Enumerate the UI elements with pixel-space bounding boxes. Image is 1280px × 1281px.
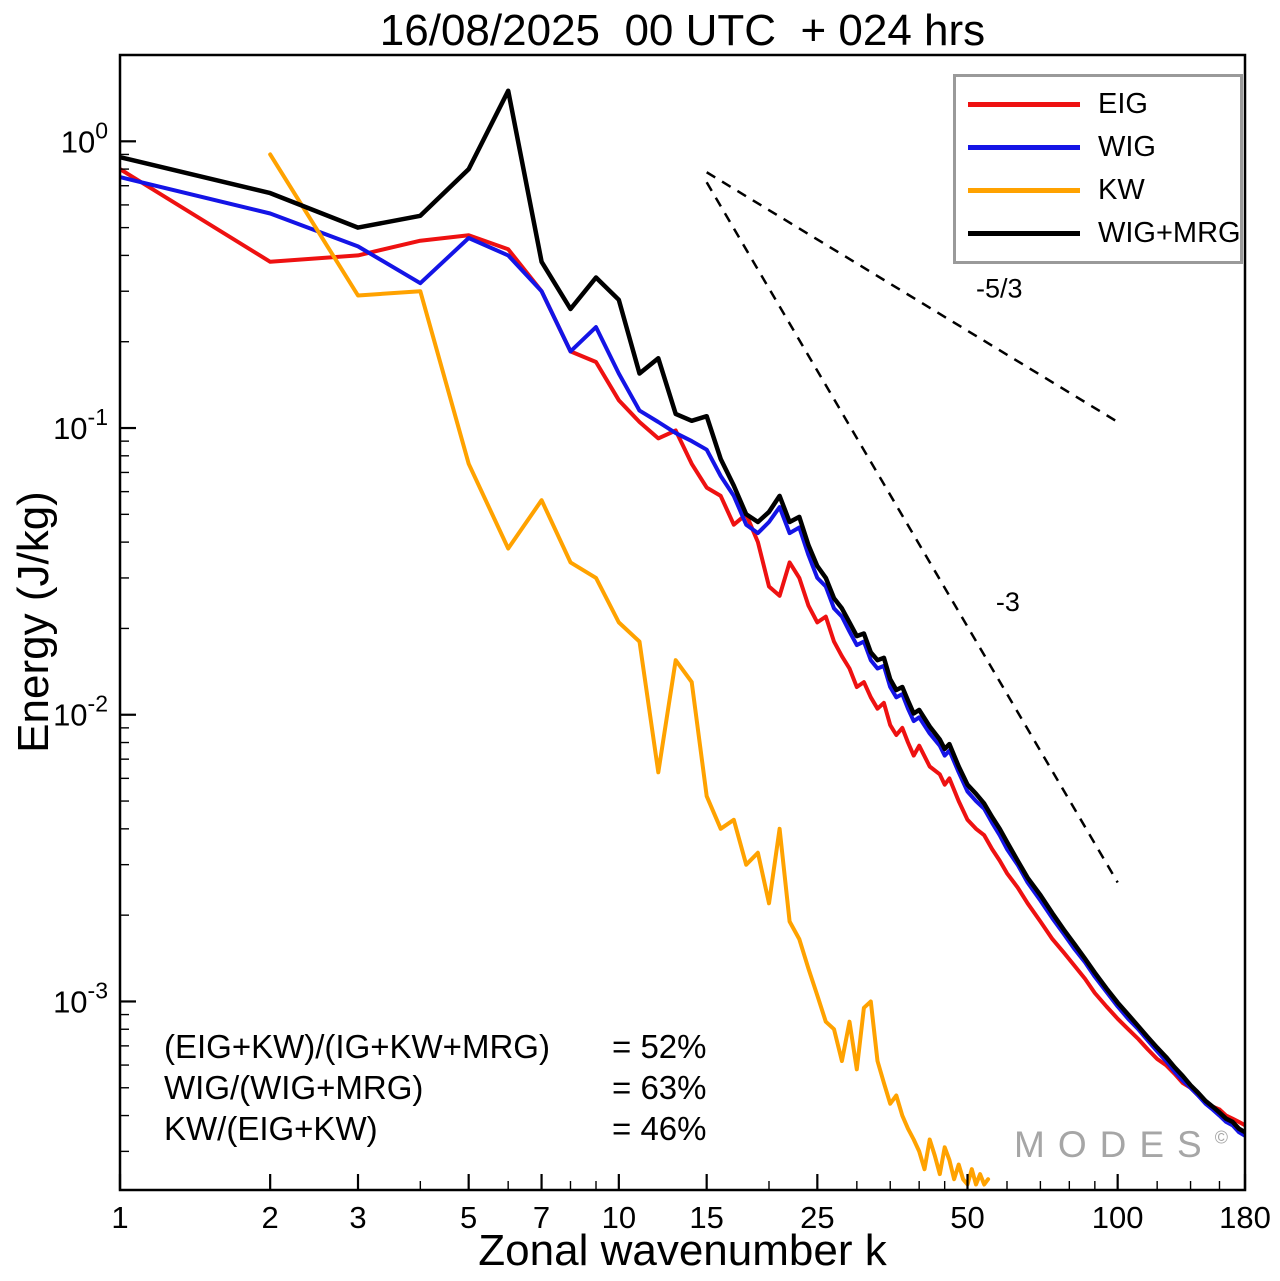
x-axis-label: Zonal wavenumber k — [478, 1226, 887, 1275]
y-axis-label: Energy (J/kg) — [9, 491, 58, 753]
ratio-stats: (EIG+KW)/(IG+KW+MRG) = 52% WIG/(WIG+MRG) =… — [164, 1026, 707, 1149]
svg-text:3: 3 — [349, 1200, 366, 1235]
wig-line-swatch — [968, 145, 1080, 150]
svg-text:50: 50 — [950, 1200, 984, 1235]
stats-label-1: (EIG+KW)/(IG+KW+MRG) — [164, 1028, 550, 1065]
svg-text:10-3: 10-3 — [53, 977, 108, 1019]
stats-row-3: KW/(EIG+KW) = 46% — [164, 1108, 707, 1149]
stats-label-2: WIG/(WIG+MRG) — [164, 1069, 424, 1106]
legend-label-eig: EIG — [1098, 88, 1148, 120]
svg-text:180: 180 — [1219, 1200, 1271, 1235]
legend: EIG WIG KW WIG+MRG — [953, 74, 1243, 264]
eig-line-swatch — [968, 102, 1080, 107]
svg-text:2: 2 — [262, 1200, 279, 1235]
svg-text:100: 100 — [1092, 1200, 1144, 1235]
svg-text:7: 7 — [533, 1200, 550, 1235]
svg-text:10: 10 — [602, 1200, 636, 1235]
svg-text:25: 25 — [800, 1200, 834, 1235]
kw-line-swatch — [968, 188, 1080, 193]
stats-row-2: WIG/(WIG+MRG) = 63% — [164, 1067, 707, 1108]
stats-label-3: KW/(EIG+KW) — [164, 1110, 378, 1147]
svg-text:10-2: 10-2 — [53, 691, 108, 733]
modes-watermark: MODES© — [1014, 1124, 1228, 1165]
svg-text:-5/3: -5/3 — [976, 274, 1023, 304]
svg-text:5: 5 — [460, 1200, 477, 1235]
stats-value-1: = 52% — [612, 1028, 707, 1065]
stats-value-3: = 46% — [612, 1110, 707, 1147]
svg-text:100: 100 — [61, 117, 108, 159]
legend-entry-wig-mrg: WIG+MRG — [956, 217, 1241, 250]
legend-entry-wig: WIG — [956, 131, 1240, 164]
wig-mrg-line-swatch — [968, 231, 1080, 236]
svg-text:15: 15 — [689, 1200, 723, 1235]
stats-row-1: (EIG+KW)/(IG+KW+MRG) = 52% — [164, 1026, 707, 1067]
legend-label-kw: KW — [1098, 174, 1145, 206]
copyright-symbol: © — [1214, 1127, 1228, 1148]
legend-entry-eig: EIG — [956, 88, 1240, 121]
svg-text:10-1: 10-1 — [53, 404, 108, 446]
legend-label-wig-mrg: WIG+MRG — [1098, 217, 1241, 249]
chart-title: 16/08/2025 00 UTC + 024 hrs — [379, 6, 986, 55]
stats-value-2: = 63% — [612, 1069, 707, 1106]
legend-label-wig: WIG — [1098, 131, 1156, 163]
svg-text:-3: -3 — [996, 587, 1020, 617]
svg-text:1: 1 — [111, 1200, 128, 1235]
legend-entry-kw: KW — [956, 174, 1240, 207]
